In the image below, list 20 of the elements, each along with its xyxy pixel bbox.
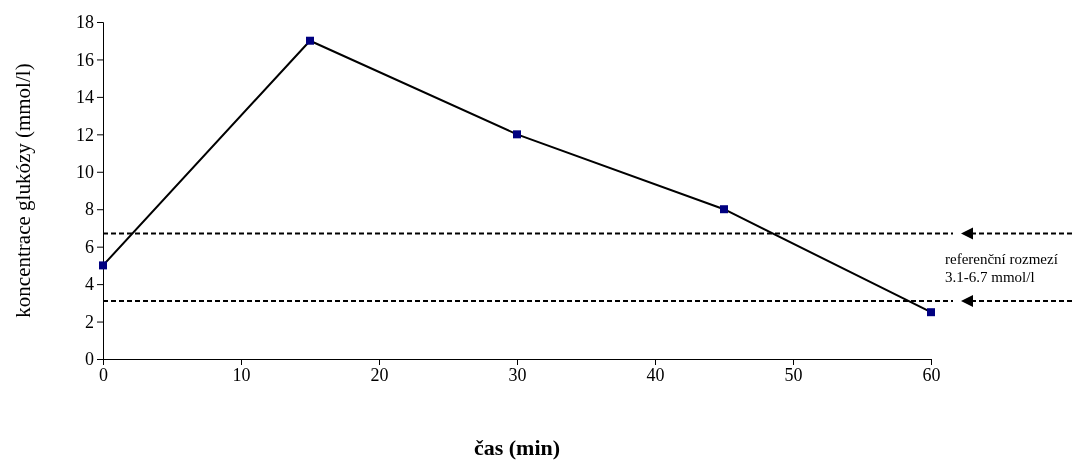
y-tick-label: 2 bbox=[85, 311, 94, 332]
x-tick-label: 40 bbox=[646, 364, 665, 385]
y-tick-label: 0 bbox=[85, 349, 94, 370]
x-axis-title: čas (min) bbox=[473, 435, 561, 460]
x-tick-label: 60 bbox=[922, 364, 941, 385]
y-tick-label: 4 bbox=[85, 274, 94, 295]
x-tick-label: 0 bbox=[99, 364, 108, 385]
y-tick-label: 8 bbox=[85, 199, 94, 220]
y-tick-label: 18 bbox=[76, 12, 94, 33]
y-axis-title: koncentrace glukózy (mmol/l) bbox=[11, 63, 35, 318]
y-tick-label: 16 bbox=[76, 49, 94, 70]
x-tick-label: 20 bbox=[370, 364, 389, 385]
x-tick-label: 30 bbox=[508, 364, 527, 385]
y-tick-label: 10 bbox=[76, 162, 94, 183]
x-tick-label: 50 bbox=[784, 364, 803, 385]
text: referenční rozmezí 3.1-6.7 mmol/l bbox=[945, 251, 1058, 285]
y-tick-label: 14 bbox=[76, 87, 94, 108]
y-tick-label: 12 bbox=[76, 124, 94, 145]
x-tick-label: 10 bbox=[232, 364, 251, 385]
y-tick-label: 6 bbox=[85, 236, 94, 257]
